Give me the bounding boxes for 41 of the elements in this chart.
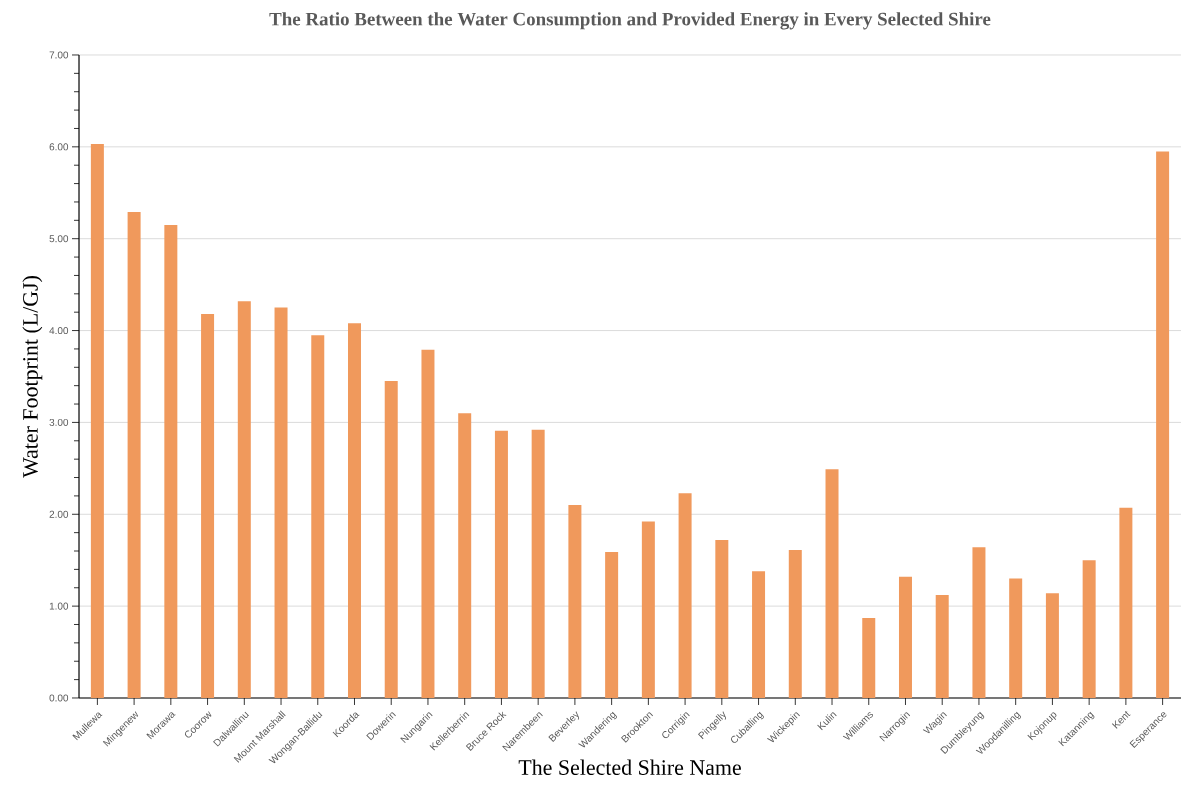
- bar: [1119, 507, 1133, 698]
- y-axis-title: Water Footprint (L/GJ): [22, 276, 43, 478]
- bar: [678, 493, 692, 698]
- bar: [458, 413, 472, 698]
- bar: [494, 430, 508, 698]
- y-tick-label: 5.00: [49, 235, 69, 243]
- bar: [788, 550, 802, 698]
- bar: [164, 224, 178, 698]
- bar: [311, 335, 325, 698]
- bar: [201, 314, 215, 698]
- bar: [421, 349, 435, 698]
- y-tick-label: 1.00: [49, 602, 69, 610]
- bar: [127, 212, 141, 698]
- bar: [972, 547, 986, 698]
- bar: [641, 521, 655, 698]
- y-tick-label: 7.00: [49, 51, 69, 59]
- y-tick-label: 3.00: [49, 418, 69, 426]
- bar: [605, 551, 619, 698]
- y-tick-label: 4.00: [49, 327, 69, 335]
- bar: [825, 469, 839, 698]
- bar: [237, 301, 251, 698]
- bar: [568, 505, 582, 698]
- y-tick-label: 2.00: [49, 510, 69, 518]
- x-axis-title: The Selected Shire Name: [518, 759, 741, 775]
- y-tick-label: 6.00: [49, 143, 69, 151]
- bar: [1082, 560, 1096, 698]
- y-tick-label: 0.00: [49, 694, 69, 702]
- bar: [531, 429, 545, 698]
- bar: [348, 323, 361, 698]
- bar: [1045, 593, 1059, 698]
- bar: [752, 571, 766, 698]
- bar: [715, 539, 729, 698]
- bar: [862, 618, 876, 698]
- bar: [274, 307, 288, 698]
- bar: [90, 144, 104, 698]
- bar: [1156, 151, 1170, 698]
- chart-title: The Ratio Between the Water Consumption and Provided Energy in Every Selected Shire: [269, 12, 991, 30]
- bar: [1009, 578, 1023, 698]
- bar: [384, 381, 398, 698]
- bar: [898, 576, 912, 698]
- bar: [935, 595, 949, 698]
